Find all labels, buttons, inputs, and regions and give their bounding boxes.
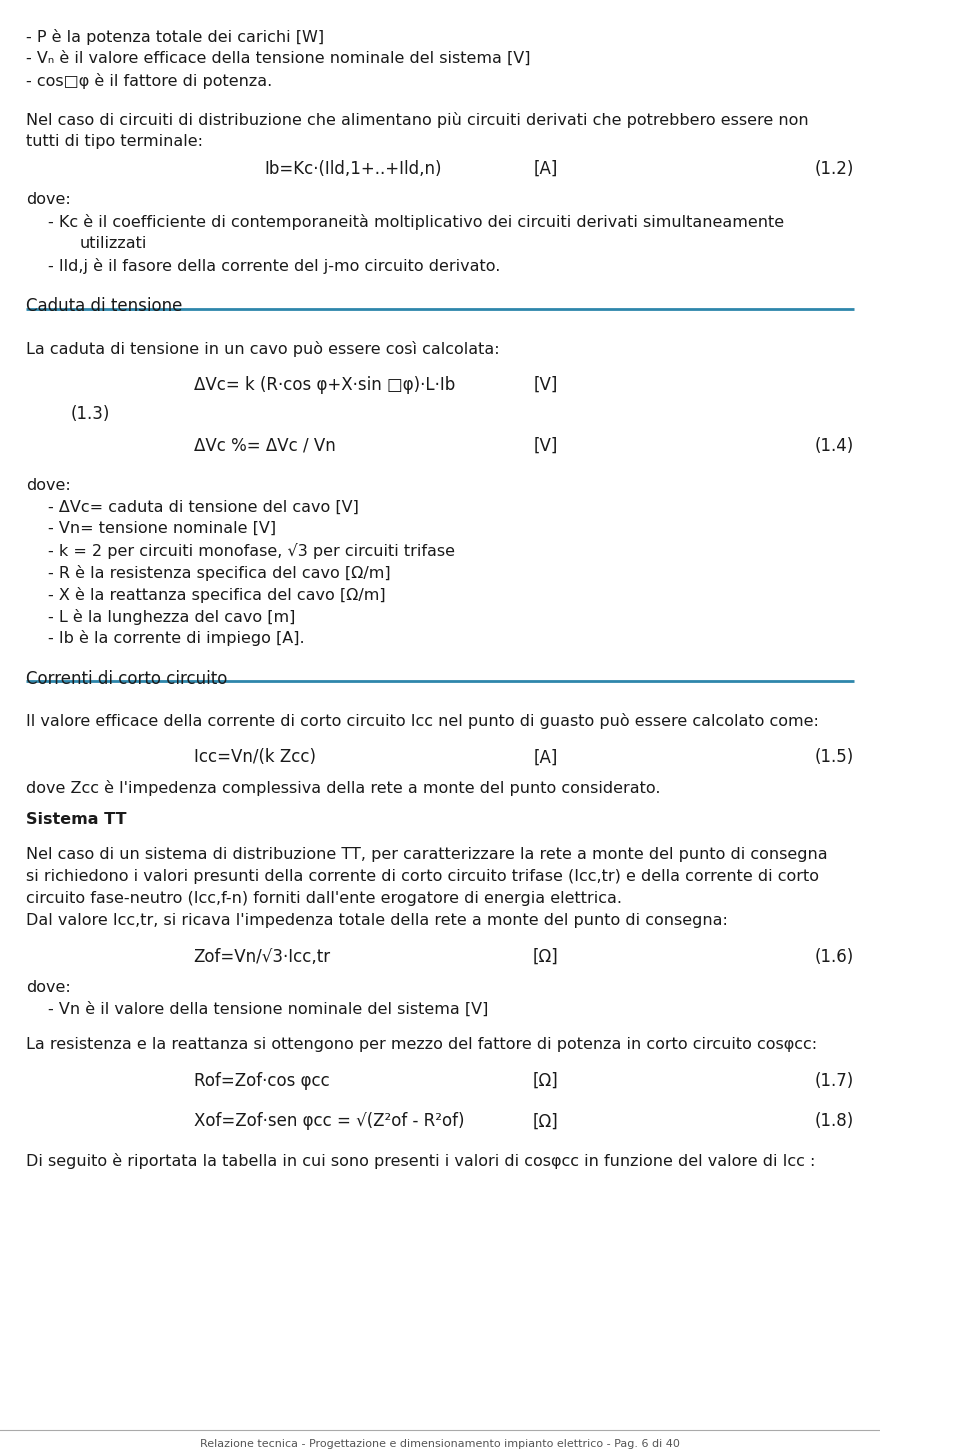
Text: - R è la resistenza specifica del cavo [Ω/m]: - R è la resistenza specifica del cavo [… [48, 565, 391, 581]
Text: Correnti di corto circuito: Correnti di corto circuito [27, 670, 228, 687]
Text: - Vn= tensione nominale [V]: - Vn= tensione nominale [V] [48, 521, 276, 536]
Text: (1.6): (1.6) [814, 948, 853, 965]
Text: (1.5): (1.5) [814, 748, 853, 766]
Text: [Ω]: [Ω] [533, 1072, 559, 1089]
Text: Zof=Vn/√3·Icc,tr: Zof=Vn/√3·Icc,tr [194, 948, 331, 965]
Text: - X è la reattanza specifica del cavo [Ω/m]: - X è la reattanza specifica del cavo [Ω… [48, 587, 386, 603]
Text: Dal valore Icc,tr, si ricava l'impedenza totale della rete a monte del punto di : Dal valore Icc,tr, si ricava l'impedenza… [27, 913, 729, 927]
Text: (1.2): (1.2) [814, 160, 853, 178]
Text: [V]: [V] [534, 376, 558, 393]
Text: (1.7): (1.7) [814, 1072, 853, 1089]
Text: si richiedono i valori presunti della corrente di corto circuito trifase (Icc,tr: si richiedono i valori presunti della co… [27, 869, 820, 884]
Text: - P è la potenza totale dei carichi [W]: - P è la potenza totale dei carichi [W] [27, 29, 324, 45]
Text: Sistema TT: Sistema TT [27, 812, 127, 827]
Text: (1.8): (1.8) [814, 1112, 853, 1130]
Text: (1.3): (1.3) [70, 405, 109, 422]
Text: - Vₙ è il valore efficace della tensione nominale del sistema [V]: - Vₙ è il valore efficace della tensione… [27, 51, 531, 66]
Text: - Ib è la corrente di impiego [A].: - Ib è la corrente di impiego [A]. [48, 630, 305, 646]
Text: La resistenza e la reattanza si ottengono per mezzo del fattore di potenza in co: La resistenza e la reattanza si ottengon… [27, 1037, 818, 1051]
Text: utilizzati: utilizzati [80, 236, 147, 250]
Text: Nel caso di circuiti di distribuzione che alimentano più circuiti derivati che p: Nel caso di circuiti di distribuzione ch… [27, 112, 809, 128]
Text: ΔVc= k (R·cos φ+X·sin □φ)·L·Ib: ΔVc= k (R·cos φ+X·sin □φ)·L·Ib [194, 376, 455, 393]
Text: - Ild,j è il fasore della corrente del j-mo circuito derivato.: - Ild,j è il fasore della corrente del j… [48, 258, 501, 274]
Text: Di seguito è riportata la tabella in cui sono presenti i valori di cosφcc in fun: Di seguito è riportata la tabella in cui… [27, 1153, 816, 1169]
Text: [V]: [V] [534, 437, 558, 454]
Text: Caduta di tensione: Caduta di tensione [27, 297, 182, 314]
Text: Il valore efficace della corrente di corto circuito Icc nel punto di guasto può : Il valore efficace della corrente di cor… [27, 713, 819, 729]
Text: [Ω]: [Ω] [533, 1112, 559, 1130]
Text: - cos□φ è il fattore di potenza.: - cos□φ è il fattore di potenza. [27, 73, 273, 89]
Text: Ib=Kc·(Ild,1+..+Ild,n): Ib=Kc·(Ild,1+..+Ild,n) [264, 160, 442, 178]
Text: Xof=Zof·sen φcc = √(Z²of - R²of): Xof=Zof·sen φcc = √(Z²of - R²of) [194, 1112, 464, 1130]
Text: dove Zcc è l'impedenza complessiva della rete a monte del punto considerato.: dove Zcc è l'impedenza complessiva della… [27, 780, 660, 796]
Text: dove:: dove: [27, 478, 71, 492]
Text: (1.4): (1.4) [814, 437, 853, 454]
Text: dove:: dove: [27, 980, 71, 994]
Text: tutti di tipo terminale:: tutti di tipo terminale: [27, 134, 204, 149]
Text: [A]: [A] [534, 160, 558, 178]
Text: - k = 2 per circuiti monofase, √3 per circuiti trifase: - k = 2 per circuiti monofase, √3 per ci… [48, 543, 455, 559]
Text: circuito fase-neutro (Icc,f-n) forniti dall'ente erogatore di energia elettrica.: circuito fase-neutro (Icc,f-n) forniti d… [27, 891, 622, 906]
Text: ΔVc %= ΔVc / Vn: ΔVc %= ΔVc / Vn [194, 437, 335, 454]
Text: - L è la lunghezza del cavo [m]: - L è la lunghezza del cavo [m] [48, 609, 296, 625]
Text: Nel caso di un sistema di distribuzione TT, per caratterizzare la rete a monte d: Nel caso di un sistema di distribuzione … [27, 847, 828, 862]
Text: Icc=Vn/(k Zcc): Icc=Vn/(k Zcc) [194, 748, 316, 766]
Text: Relazione tecnica - Progettazione e dimensionamento impianto elettrico - Pag. 6 : Relazione tecnica - Progettazione e dime… [200, 1439, 680, 1449]
Text: - ΔVc= caduta di tensione del cavo [V]: - ΔVc= caduta di tensione del cavo [V] [48, 499, 359, 514]
Text: dove:: dove: [27, 192, 71, 207]
Text: [Ω]: [Ω] [533, 948, 559, 965]
Text: - Vn è il valore della tensione nominale del sistema [V]: - Vn è il valore della tensione nominale… [48, 1002, 489, 1016]
Text: La caduta di tensione in un cavo può essere così calcolata:: La caduta di tensione in un cavo può ess… [27, 341, 500, 357]
Text: - Kc è il coefficiente di contemporaneità moltiplicativo dei circuiti derivati s: - Kc è il coefficiente di contemporaneit… [48, 214, 784, 230]
Text: [A]: [A] [534, 748, 558, 766]
Text: Rof=Zof·cos φcc: Rof=Zof·cos φcc [194, 1072, 329, 1089]
